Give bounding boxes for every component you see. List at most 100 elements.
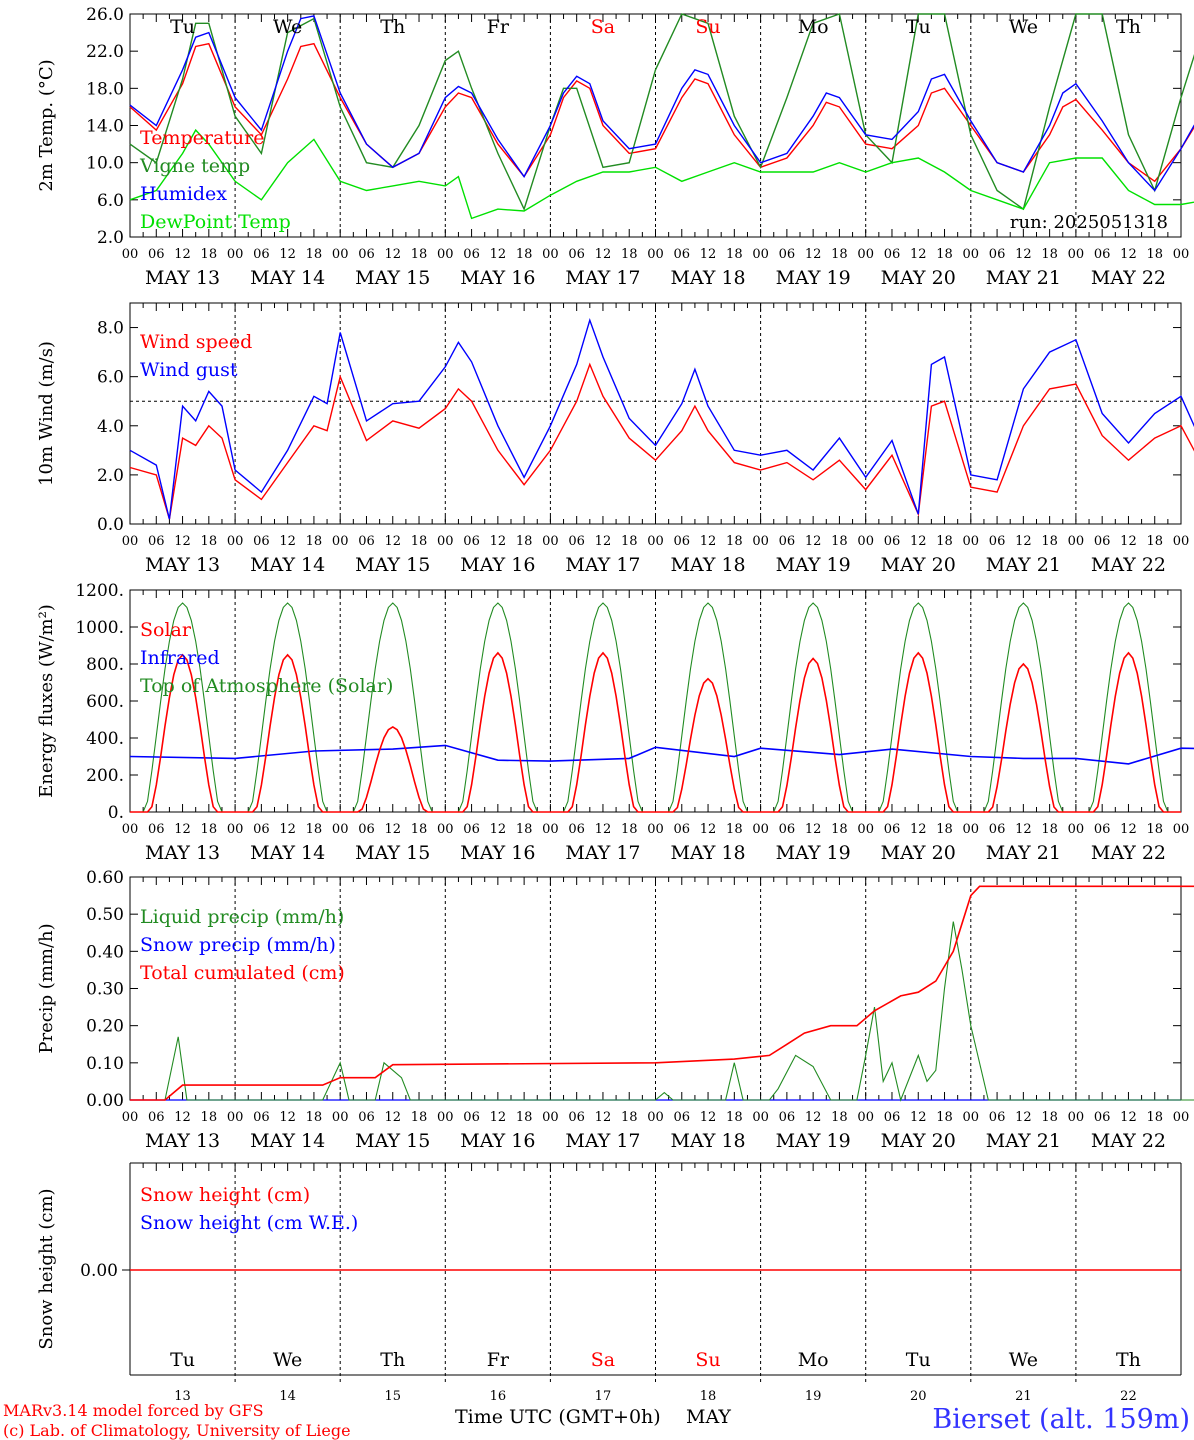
hour-label: 00 — [647, 822, 664, 837]
hour-label: 12 — [174, 822, 191, 837]
hour-label: 00 — [963, 1110, 980, 1125]
day-number: 20 — [910, 1389, 927, 1404]
hour-label: 00 — [963, 822, 980, 837]
x-axis-label: Time UTC (GMT+0h) — [455, 1406, 661, 1428]
hour-label: 06 — [1094, 1110, 1111, 1125]
hour-label: 00 — [752, 822, 769, 837]
date-label: MAY 15 — [355, 842, 430, 864]
hour-label: 00 — [542, 247, 559, 262]
hour-label: 12 — [279, 247, 296, 262]
hour-label: 12 — [490, 247, 507, 262]
y-tick-label: 0.0 — [97, 515, 124, 535]
hour-label: 12 — [910, 534, 927, 549]
day-number: 18 — [700, 1389, 717, 1404]
legend-vigne-temp: Vigne temp — [139, 155, 250, 177]
hour-label: 12 — [700, 247, 717, 262]
day-name: Sa — [591, 1349, 615, 1371]
hour-label: 12 — [1015, 534, 1032, 549]
hour-label: 00 — [752, 247, 769, 262]
hour-label: 12 — [384, 1110, 401, 1125]
station-label: Bierset (alt. 159m) — [932, 1404, 1190, 1435]
y-tick-label: 1200. — [75, 581, 124, 601]
hour-label: 00 — [542, 1110, 559, 1125]
hour-label: 06 — [989, 534, 1006, 549]
y-tick-label: 0.50 — [86, 905, 124, 925]
date-label: MAY 20 — [881, 554, 956, 576]
hour-label: 12 — [805, 822, 822, 837]
y-tick-label: 0.20 — [86, 1017, 124, 1037]
hour-label: 18 — [516, 1110, 533, 1125]
hour-label: 00 — [437, 247, 454, 262]
series-wind-gust — [129, 317, 1194, 520]
hour-label: 00 — [1173, 822, 1190, 837]
day-number: 16 — [490, 1389, 507, 1404]
date-label: MAY 22 — [1091, 267, 1166, 289]
hour-label: 00 — [122, 247, 139, 262]
y-axis-label: 2m Temp. (°C) — [36, 59, 57, 191]
hour-label: 00 — [857, 822, 874, 837]
hour-label: 18 — [1146, 534, 1163, 549]
legend-wind-speed: Wind speed — [140, 331, 252, 353]
hour-label: 06 — [674, 1110, 691, 1125]
hour-label: 06 — [253, 247, 270, 262]
hour-label: 18 — [726, 247, 743, 262]
y-tick-label: 1000. — [75, 618, 124, 638]
y-tick-label: 2.0 — [97, 228, 124, 248]
hour-label: 18 — [411, 534, 428, 549]
hour-label: 00 — [227, 1110, 244, 1125]
y-tick-label: 4.0 — [97, 417, 124, 437]
date-label: MAY 18 — [670, 1130, 745, 1152]
hour-label: 12 — [595, 822, 612, 837]
hour-label: 00 — [963, 534, 980, 549]
date-label: MAY 21 — [986, 267, 1061, 289]
hour-label: 00 — [1068, 534, 1085, 549]
date-label: MAY 18 — [670, 842, 745, 864]
run-label: run: 2025051318 — [1010, 212, 1168, 233]
y-tick-label: 10.0 — [86, 154, 124, 174]
hour-label: 06 — [989, 247, 1006, 262]
date-label: MAY 15 — [355, 554, 430, 576]
hour-label: 06 — [989, 1110, 1006, 1125]
hour-label: 12 — [490, 822, 507, 837]
hour-label: 12 — [595, 1110, 612, 1125]
hour-label: 00 — [647, 534, 664, 549]
hour-label: 00 — [1173, 1110, 1190, 1125]
hour-label: 12 — [805, 534, 822, 549]
legend-snow-height-cm-: Snow height (cm) — [140, 1184, 310, 1206]
y-tick-label: 0.00 — [80, 1261, 118, 1281]
y-tick-label: 0. — [108, 803, 124, 823]
hour-label: 12 — [595, 534, 612, 549]
hour-label: 00 — [227, 247, 244, 262]
legend-liquid-precip-mm-h-: Liquid precip (mm/h) — [140, 906, 344, 928]
hour-label: 00 — [542, 822, 559, 837]
hour-label: 00 — [332, 822, 349, 837]
date-label: MAY 14 — [250, 554, 325, 576]
date-label: MAY 15 — [355, 1130, 430, 1152]
hour-label: 18 — [1146, 1110, 1163, 1125]
y-tick-label: 0.10 — [86, 1054, 124, 1074]
legend-temperature: Temperature — [140, 127, 264, 149]
panel-frame-1 — [129, 13, 1182, 238]
series-infrared — [129, 744, 1194, 765]
hour-label: 12 — [174, 247, 191, 262]
day-number: 17 — [595, 1389, 612, 1404]
date-label: MAY 16 — [460, 267, 535, 289]
day-name: Th — [380, 1349, 405, 1371]
hour-label: 06 — [884, 822, 901, 837]
day-number: 22 — [1120, 1389, 1137, 1404]
hour-label: 12 — [1120, 822, 1137, 837]
hour-label: 06 — [148, 247, 165, 262]
hour-label: 00 — [332, 534, 349, 549]
hour-label: 00 — [332, 1110, 349, 1125]
hour-label: 12 — [1120, 247, 1137, 262]
day-number: 13 — [174, 1389, 191, 1404]
date-label: MAY 13 — [145, 554, 220, 576]
y-tick-label: 0.00 — [86, 1091, 124, 1111]
day-name: We — [1009, 16, 1038, 38]
y-axis-label: Snow height (cm) — [36, 1188, 57, 1349]
hour-label: 06 — [1094, 822, 1111, 837]
day-name: Fr — [487, 1349, 510, 1371]
month-label: MAY — [686, 1406, 731, 1428]
hour-label: 00 — [752, 1110, 769, 1125]
date-label: MAY 16 — [460, 842, 535, 864]
